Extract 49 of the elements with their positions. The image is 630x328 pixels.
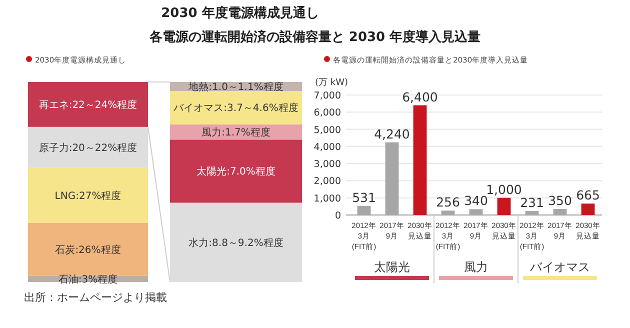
data-label: 原子力:20～22%程度 — [38, 142, 138, 154]
text: 太陽光 — [374, 260, 410, 274]
bar — [525, 211, 539, 215]
bar — [385, 142, 399, 215]
data-label: 531 — [352, 190, 376, 205]
y-tick-label: 0 — [334, 210, 341, 222]
text: バイオマス — [529, 260, 590, 274]
bar — [28, 168, 148, 223]
data-label: 665 — [576, 188, 600, 203]
bar — [413, 105, 427, 215]
bar — [170, 202, 302, 282]
data-label: 350 — [548, 193, 572, 208]
data-label: 再エネ:22～24%程度 — [38, 98, 138, 111]
data-label: LNG:27%程度 — [54, 190, 122, 202]
bar — [553, 209, 567, 215]
y-tick-label: 6,000 — [314, 108, 341, 119]
data-label: 石炭:26%程度 — [55, 244, 121, 256]
bar — [469, 209, 483, 215]
y-tick-label: 5,000 — [314, 124, 341, 136]
y-tick-label: 1,000 — [314, 193, 341, 204]
bar — [441, 210, 455, 215]
data-label: 231 — [520, 195, 544, 210]
bar — [170, 140, 302, 203]
bar — [28, 126, 148, 168]
bar — [28, 222, 148, 276]
bar — [357, 206, 371, 215]
y-axis-title: (万 kW) — [315, 78, 348, 88]
data-label: 風力:1.7%程度 — [202, 126, 270, 138]
data-label: 水力:8.8～9.2%程度 — [188, 236, 284, 249]
data-label: バイオマス:3.7～4.6%程度 — [172, 102, 298, 114]
chart-title: 2030 年度電源構成見通し — [161, 5, 319, 21]
data-label: 太陽光:7.0%程度 — [196, 166, 276, 178]
bar — [170, 91, 302, 124]
text: 出所：ホームページより掲載 — [24, 291, 167, 304]
bar — [581, 204, 595, 215]
y-tick-label: 2,000 — [314, 176, 341, 188]
text: 風力 — [464, 260, 488, 274]
chart-title: 各電源の運転開始済の設備容量と 2030 年度導入見込量 — [148, 29, 481, 45]
data-label: 256 — [436, 194, 460, 210]
data-label: 4,240 — [374, 126, 410, 142]
data-label: 地熱:1.0～1.1%程度 — [188, 81, 284, 94]
y-tick-label: 3,000 — [314, 159, 341, 170]
data-label: 340 — [464, 193, 488, 208]
y-tick-label: 7,000 — [314, 90, 341, 102]
data-label: 6,400 — [402, 89, 438, 104]
bar — [497, 198, 511, 215]
y-tick-label: 4,000 — [314, 142, 341, 153]
bar — [28, 82, 148, 127]
data-label: 1,000 — [486, 182, 522, 197]
